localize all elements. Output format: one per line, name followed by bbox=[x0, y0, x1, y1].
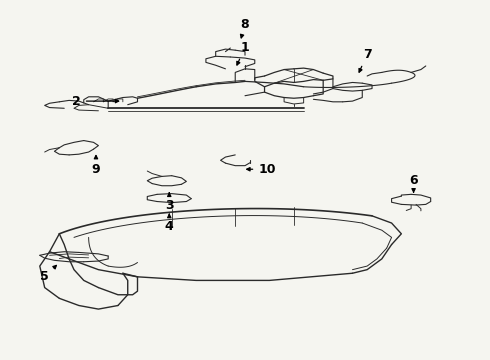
Text: 8: 8 bbox=[241, 18, 249, 38]
Text: 3: 3 bbox=[165, 193, 173, 212]
Text: 1: 1 bbox=[237, 41, 249, 65]
Text: 9: 9 bbox=[92, 156, 100, 176]
Text: 5: 5 bbox=[40, 265, 56, 283]
Text: 6: 6 bbox=[409, 174, 418, 192]
Text: 4: 4 bbox=[165, 214, 173, 233]
Text: 7: 7 bbox=[359, 48, 371, 72]
Text: 10: 10 bbox=[247, 163, 276, 176]
Text: 2: 2 bbox=[72, 95, 119, 108]
